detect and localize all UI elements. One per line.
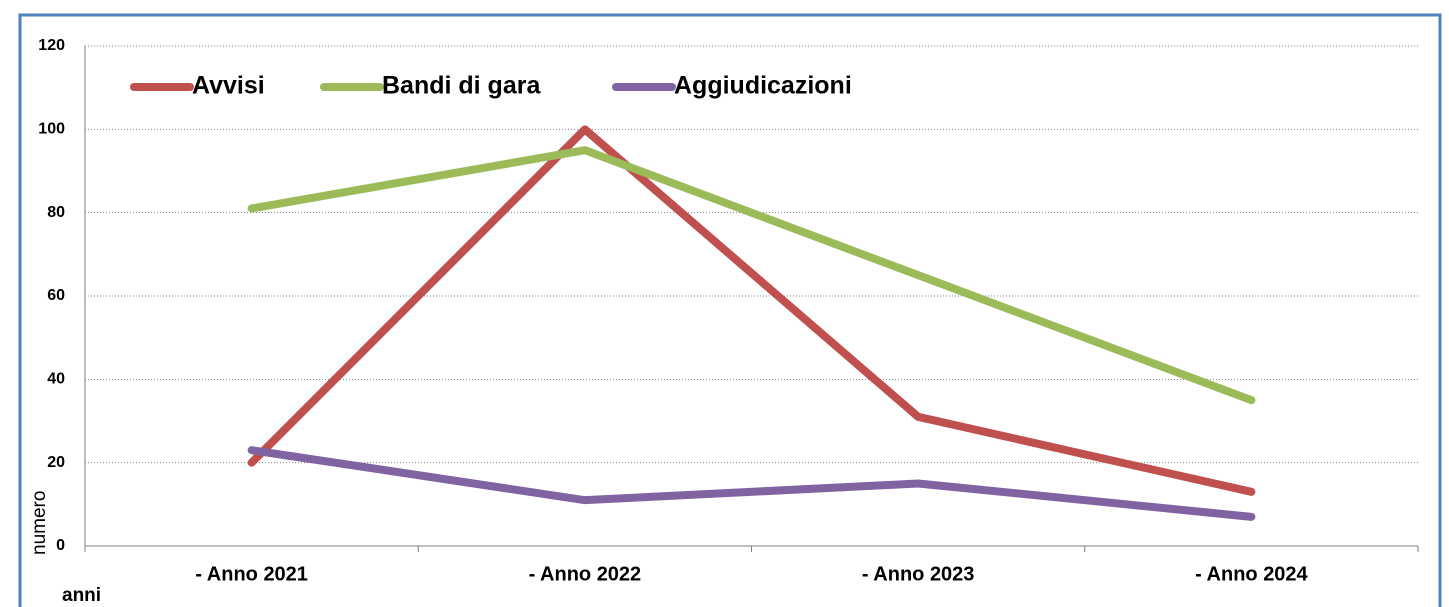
y-tick-label: 40 bbox=[47, 371, 65, 388]
y-tick-label: 20 bbox=[47, 454, 65, 471]
y-tick-label: 80 bbox=[47, 204, 65, 221]
y-tick-label: 60 bbox=[47, 287, 65, 304]
series-line bbox=[247, 146, 1256, 405]
legend-label: Bandi di gara bbox=[382, 72, 541, 100]
x-tick-label: - Anno 2022 bbox=[529, 563, 642, 585]
x-tick-label: - Anno 2024 bbox=[1195, 563, 1308, 585]
x-axis-label: anni bbox=[62, 585, 101, 606]
y-tick-label: 120 bbox=[38, 37, 65, 54]
x-tick-label: - Anno 2021 bbox=[195, 563, 308, 585]
series-line bbox=[247, 446, 1256, 521]
legend-label: Aggiudicazioni bbox=[674, 72, 852, 100]
y-tick-label: 0 bbox=[56, 537, 65, 554]
legend-label: Avvisi bbox=[192, 72, 265, 100]
x-tick-label: - Anno 2023 bbox=[862, 563, 975, 585]
y-tick-label: 100 bbox=[38, 121, 65, 138]
y-axis-label: numero bbox=[29, 491, 50, 555]
series-line bbox=[247, 125, 1256, 496]
